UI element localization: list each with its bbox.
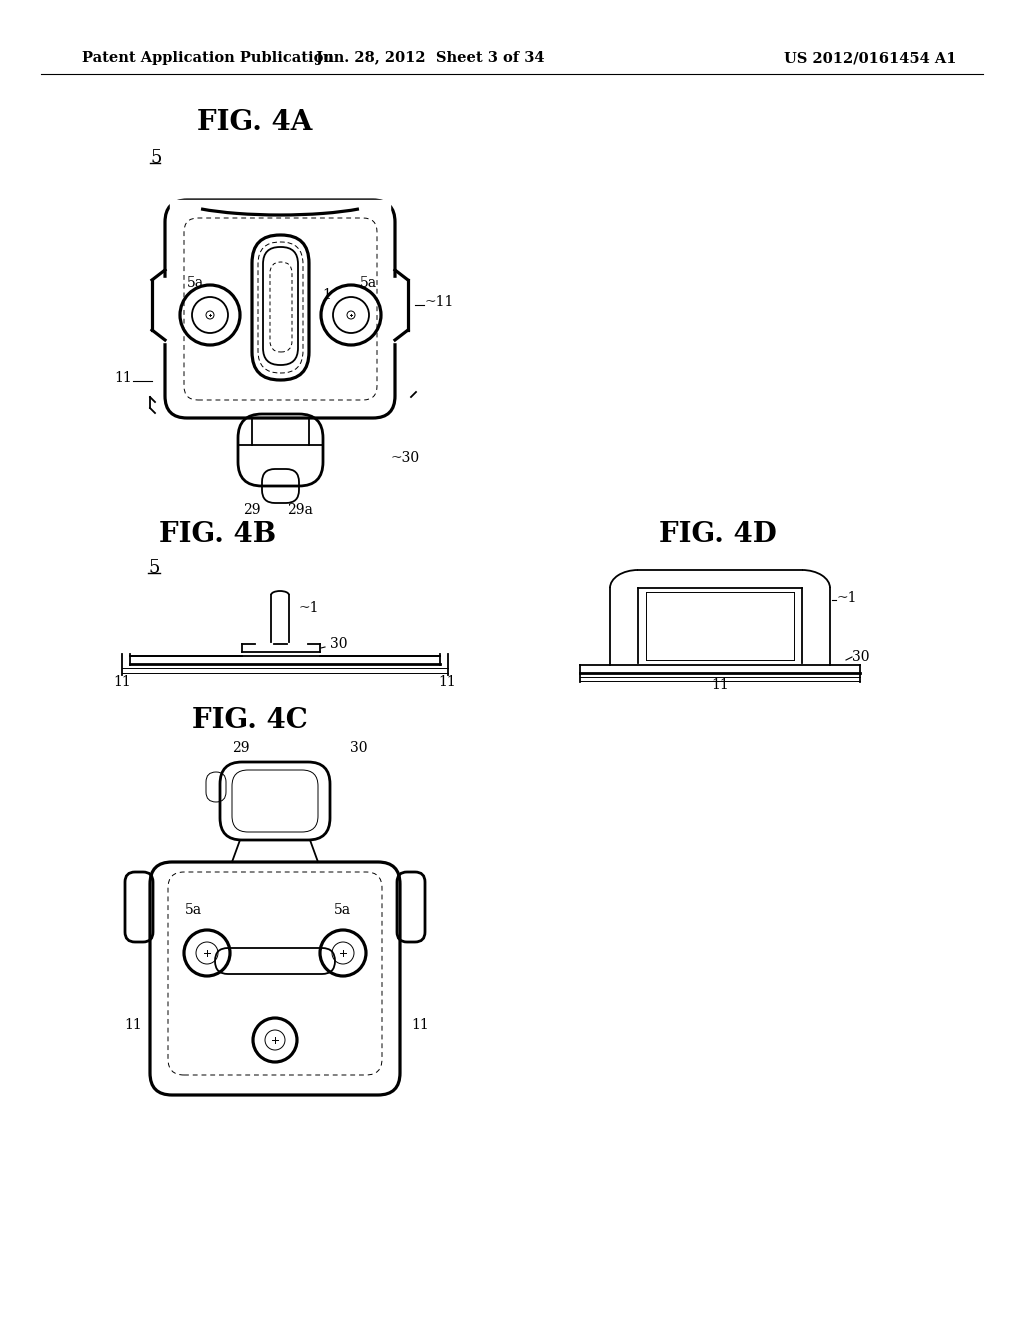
Text: 5: 5	[150, 149, 162, 168]
Text: 5a: 5a	[334, 903, 350, 917]
Text: 11: 11	[711, 678, 729, 692]
Text: Jun. 28, 2012  Sheet 3 of 34: Jun. 28, 2012 Sheet 3 of 34	[315, 51, 544, 65]
Text: 5a: 5a	[186, 276, 204, 290]
Text: 11: 11	[113, 675, 131, 689]
Text: 30: 30	[852, 649, 869, 664]
Text: 11: 11	[115, 371, 132, 385]
Text: 5a: 5a	[359, 276, 377, 290]
Text: FIG. 4D: FIG. 4D	[659, 521, 777, 549]
Text: 29a: 29a	[287, 503, 313, 517]
Text: 1: 1	[322, 288, 331, 302]
Text: 5: 5	[148, 558, 160, 577]
Text: ~30: ~30	[390, 451, 419, 465]
Text: 11: 11	[411, 1018, 429, 1032]
Text: ~11: ~11	[425, 294, 455, 309]
Text: 11: 11	[124, 1018, 142, 1032]
Text: FIG. 4C: FIG. 4C	[193, 706, 308, 734]
Text: FIG. 4B: FIG. 4B	[160, 521, 276, 549]
Text: 29: 29	[244, 503, 261, 517]
Text: 29: 29	[232, 741, 250, 755]
Text: ~1: ~1	[836, 591, 856, 605]
Text: US 2012/0161454 A1: US 2012/0161454 A1	[783, 51, 956, 65]
Text: 5a: 5a	[184, 903, 202, 917]
Text: 30: 30	[350, 741, 368, 755]
Text: 11: 11	[438, 675, 456, 689]
Text: 30: 30	[330, 638, 347, 651]
Text: FIG. 4A: FIG. 4A	[198, 108, 312, 136]
Text: ~1: ~1	[298, 601, 318, 615]
Text: Patent Application Publication: Patent Application Publication	[82, 51, 334, 65]
